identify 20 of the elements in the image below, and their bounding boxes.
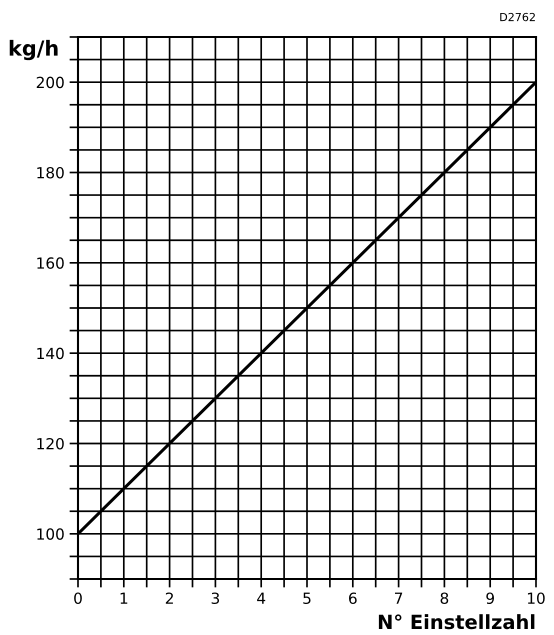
x-axis-title: N° Einstellzahl [378,614,534,630]
text: D2762 [500,12,535,22]
y-tick-label: 180 [37,166,64,179]
x-tick-label: 1 [120,592,128,604]
y-axis-title: kg/h [10,40,58,60]
y-tick-label: 160 [37,257,64,269]
x-tick-label: 8 [440,592,448,604]
x-tick-label: 6 [349,592,357,604]
x-tick-label: 0 [74,592,82,604]
x-tick-label: 4 [257,592,266,604]
x-tick-label: 3 [212,592,220,604]
x-tick-label: 9 [486,592,494,604]
x-tick-label: 5 [303,592,311,604]
x-tick-label: 7 [394,592,402,604]
y-tick-label: 200 [36,76,64,88]
y-tick-label: 120 [37,438,64,450]
y-tick-label: 140 [37,348,64,360]
x-tick-label: 10 [528,592,545,604]
x-tick-label: 2 [166,592,173,604]
y-tick-label: 100 [37,528,64,540]
